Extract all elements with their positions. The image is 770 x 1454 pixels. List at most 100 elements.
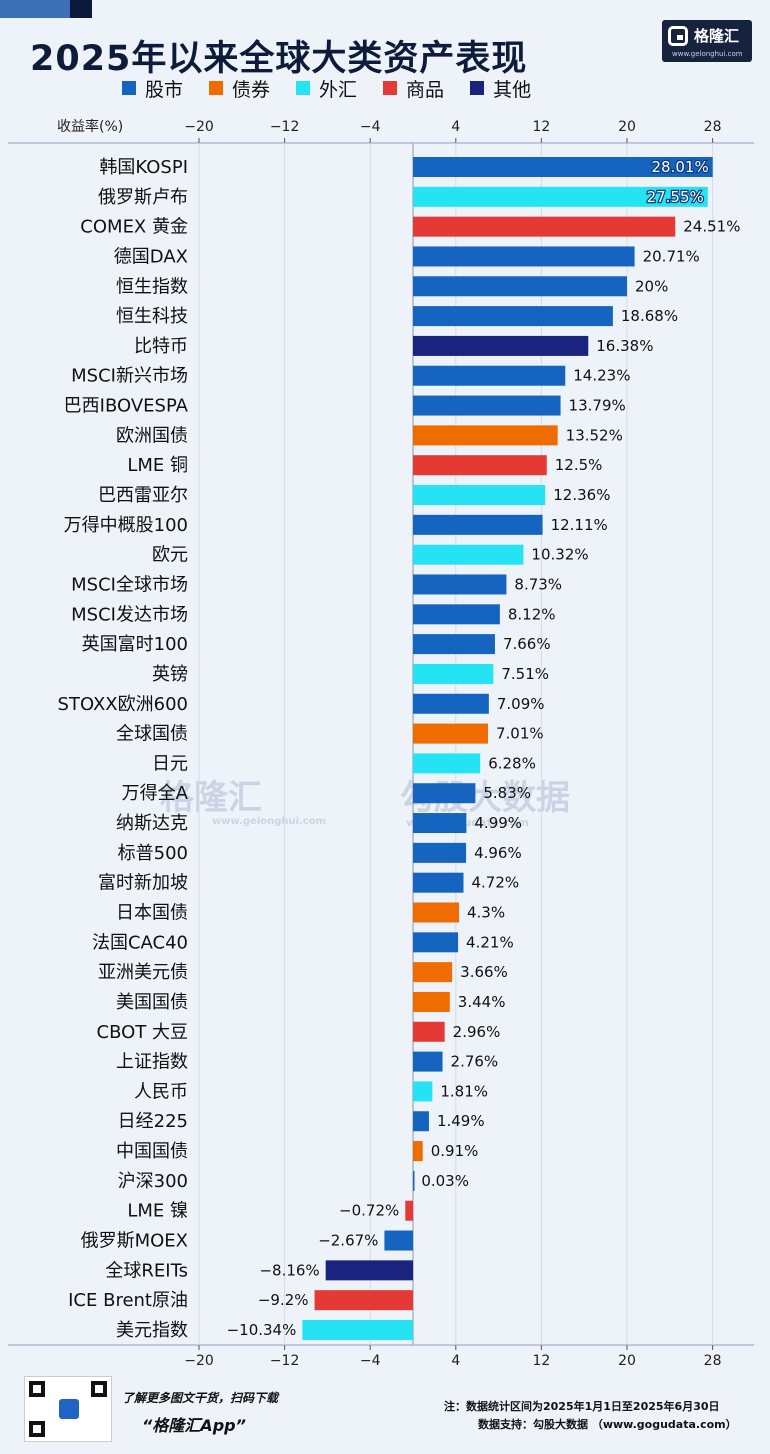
- bar: [413, 693, 489, 714]
- x-axis-title: 收益率(%): [57, 118, 123, 135]
- corner-accent-blue: [0, 0, 70, 18]
- qr-finder: [91, 1381, 107, 1397]
- category-label: 韩国KOSPI: [99, 157, 188, 178]
- category-label: 恒生指数: [116, 276, 188, 297]
- value-label: 0.91%: [431, 1142, 479, 1160]
- bar: [413, 216, 676, 237]
- value-label: 2.76%: [451, 1053, 499, 1071]
- value-label: 4.21%: [466, 933, 514, 951]
- category-label: 富时新加坡: [98, 873, 188, 894]
- category-label: 标普500: [118, 843, 188, 864]
- legend-swatch: [470, 81, 485, 95]
- category-label: MSCI新兴市场: [71, 366, 188, 387]
- bar: [413, 276, 627, 297]
- value-label: 7.51%: [501, 665, 549, 683]
- legend-item-stocks: 股市: [122, 76, 184, 101]
- category-label: 沪深300: [118, 1171, 188, 1192]
- bar: [413, 1111, 429, 1132]
- bar: [413, 425, 558, 446]
- bar: [413, 335, 589, 356]
- value-label: 16.38%: [596, 337, 653, 355]
- bar: [384, 1230, 413, 1251]
- legend-swatch: [296, 81, 311, 95]
- promo-text: 了解更多图文干货，扫码下载: [122, 1391, 279, 1405]
- value-label: 4.96%: [474, 844, 522, 862]
- category-label: LME 铜: [127, 455, 188, 476]
- bar: [413, 365, 566, 386]
- value-label: 13.52%: [566, 426, 623, 444]
- x-tick-label-bottom: 4: [451, 1353, 460, 1369]
- bar: [413, 455, 547, 476]
- x-tick-label-top: 12: [532, 119, 550, 135]
- bar: [413, 1141, 423, 1162]
- category-label: 美国国债: [116, 992, 188, 1013]
- value-label: 12.5%: [555, 456, 603, 474]
- footnote: 注：数据统计区间为2025年1月1日至2025年6月30日: [444, 1400, 720, 1413]
- legend-item-other: 其他: [470, 76, 531, 101]
- qr-finder: [29, 1421, 45, 1437]
- legend-item-bonds: 债券: [209, 76, 270, 101]
- value-label: 7.09%: [497, 695, 545, 713]
- legend-item-fx: 外汇: [296, 76, 358, 101]
- bar: [413, 395, 561, 416]
- value-label: 12.36%: [553, 486, 610, 504]
- bar: [413, 1021, 445, 1042]
- category-label: 英国富时100: [82, 634, 188, 655]
- category-label: 人民币: [134, 1081, 188, 1102]
- x-tick-label-bottom: −20: [184, 1353, 214, 1369]
- value-label: 6.28%: [488, 754, 536, 772]
- logo-g-icon: [668, 26, 688, 46]
- x-tick-label-top: −20: [184, 119, 214, 135]
- bar: [413, 872, 464, 893]
- legend-label: 商品: [406, 78, 445, 101]
- value-label: −0.72%: [339, 1202, 399, 1220]
- category-label: 全球REITs: [105, 1260, 188, 1281]
- value-label: 0.03%: [421, 1172, 469, 1190]
- legend-label: 外汇: [319, 78, 358, 101]
- category-label: 日经225: [118, 1111, 188, 1132]
- value-label: 4.3%: [467, 904, 505, 922]
- value-label: −2.67%: [318, 1232, 378, 1250]
- bar: [413, 723, 489, 744]
- category-label: COMEX 黄金: [80, 217, 188, 238]
- category-label: ICE Brent原油: [68, 1290, 188, 1311]
- x-tick-label-top: 4: [451, 119, 460, 135]
- bar: [413, 246, 635, 267]
- value-label: −8.16%: [259, 1261, 319, 1279]
- bar: [405, 1200, 413, 1221]
- legend-item-commodities: 商品: [383, 76, 445, 101]
- bar: [413, 902, 460, 923]
- x-tick-label-top: 28: [704, 119, 722, 135]
- watermark-brand: 格隆汇: [160, 778, 262, 818]
- category-label: 日元: [152, 753, 188, 774]
- x-tick-label-bottom: 12: [532, 1353, 550, 1369]
- legend-swatch: [122, 81, 136, 95]
- bar: [413, 485, 546, 506]
- value-label: 1.49%: [437, 1112, 485, 1130]
- category-label: 德国DAX: [114, 246, 188, 267]
- bar: [413, 962, 453, 983]
- category-label: 巴西雷亚尔: [98, 485, 188, 506]
- bar: [413, 544, 524, 565]
- category-label: CBOT 大豆: [97, 1022, 189, 1043]
- qr-code[interactable]: [24, 1376, 112, 1442]
- value-label: 8.73%: [514, 575, 562, 593]
- logo-url: www.gelonghui.com: [672, 50, 743, 58]
- x-tick-label-bottom: 28: [704, 1353, 722, 1369]
- qr-logo-icon: [59, 1399, 79, 1419]
- x-tick-label-top: −4: [360, 119, 381, 135]
- legend-swatch: [383, 81, 398, 95]
- bar: [413, 634, 495, 655]
- category-label: 俄罗斯MOEX: [81, 1231, 188, 1252]
- bar: [314, 1290, 413, 1311]
- value-label: 4.72%: [472, 874, 520, 892]
- category-label: 巴西IBOVESPA: [64, 396, 189, 417]
- chart-legend: 股市 债券 外汇 商品 其他: [122, 76, 531, 101]
- value-label: 28.01%: [652, 158, 709, 176]
- value-label: 20.71%: [643, 247, 700, 265]
- value-label: 10.32%: [531, 546, 588, 564]
- bar: [413, 932, 459, 953]
- value-label: −9.2%: [258, 1291, 309, 1309]
- value-label: 13.79%: [569, 397, 626, 415]
- legend-label: 股市: [145, 78, 184, 101]
